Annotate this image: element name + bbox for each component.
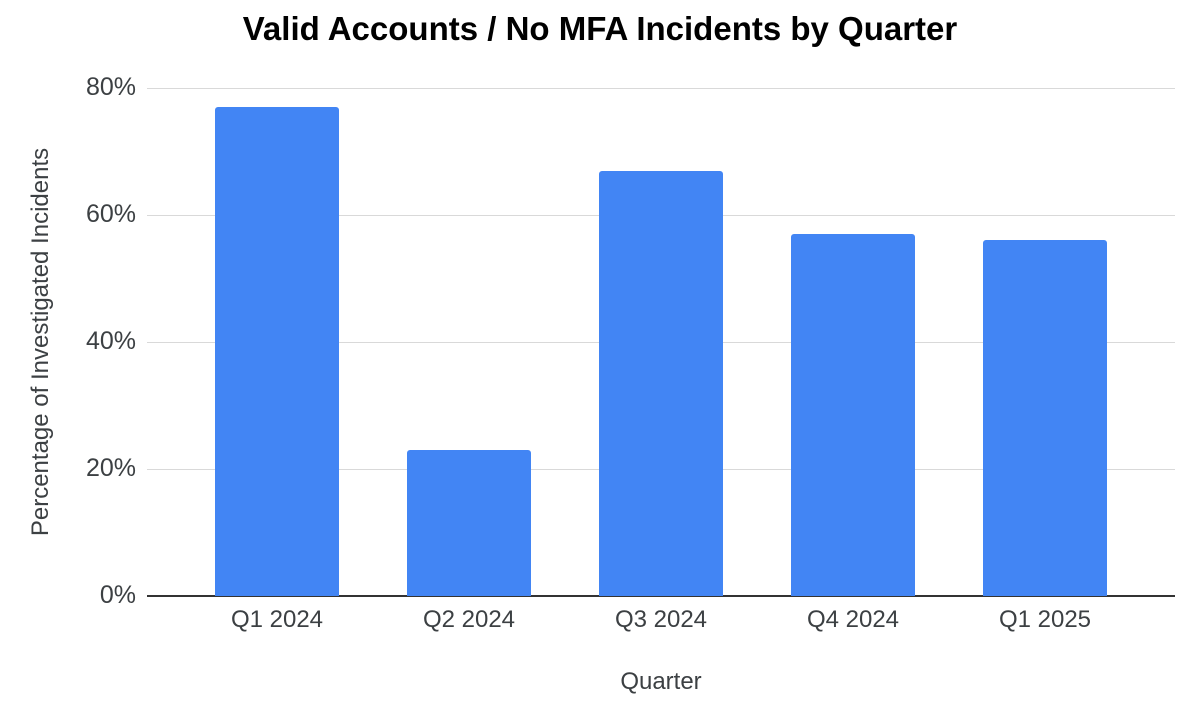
x-axis-line	[147, 595, 1175, 597]
gridline	[147, 88, 1175, 89]
y-tick-label: 60%	[85, 200, 136, 228]
y-tick-label: 0%	[99, 581, 136, 609]
y-tick-label: 20%	[85, 454, 136, 482]
chart-title: Valid Accounts / No MFA Incidents by Qua…	[242, 10, 958, 47]
bar-q3-2024	[599, 171, 723, 596]
bar-q2-2024	[407, 450, 531, 596]
y-tick-label: 40%	[85, 327, 136, 355]
x-axis-title: Quarter	[620, 668, 702, 695]
x-tick-label: Q3 2024	[614, 606, 708, 633]
bar-q4-2024	[791, 234, 915, 596]
x-tick-label: Q4 2024	[806, 606, 900, 633]
y-tick-label: 80%	[85, 73, 136, 101]
x-tick-label: Q1 2025	[998, 606, 1092, 633]
bar-q1-2024	[215, 107, 339, 596]
x-tick-label: Q1 2024	[230, 606, 324, 633]
bar-q1-2025	[983, 240, 1107, 596]
x-tick-label: Q2 2024	[422, 606, 516, 633]
